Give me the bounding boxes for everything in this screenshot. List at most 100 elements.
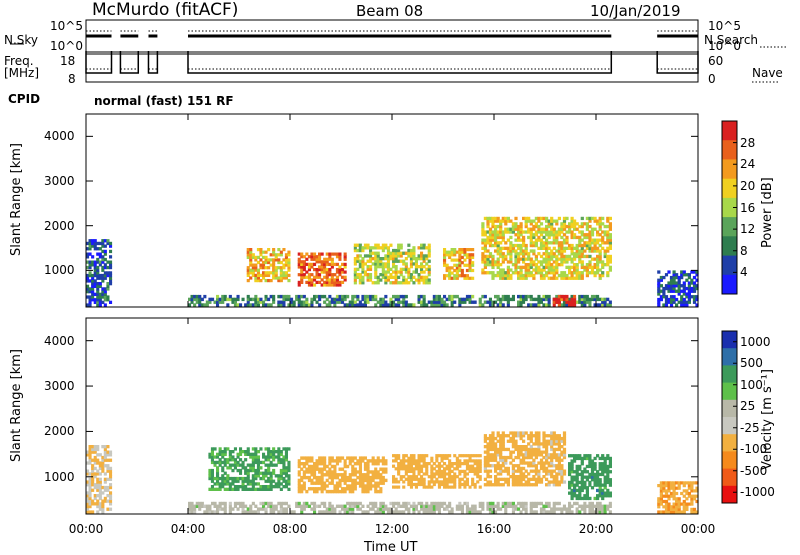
- echo-cell: [685, 505, 689, 509]
- echo-cell: [328, 467, 332, 471]
- echo-cell: [667, 510, 671, 514]
- echo-cell: [236, 463, 240, 467]
- echo-cell: [481, 238, 485, 242]
- echo-cell: [527, 216, 531, 221]
- echo-cell: [491, 260, 495, 264]
- echo-cell: [542, 268, 546, 272]
- echo-cell: [593, 246, 597, 250]
- echo-cell: [580, 233, 584, 237]
- echo-cell: [315, 294, 319, 299]
- echo-cell: [277, 479, 281, 483]
- echo-cell: [249, 248, 253, 252]
- echo-cell: [239, 504, 243, 508]
- echo-cell: [596, 271, 600, 275]
- echo-cell: [397, 246, 401, 250]
- echo-cell: [435, 300, 439, 304]
- echo-cell: [565, 257, 569, 261]
- echo-cell: [443, 469, 447, 473]
- echo-cell: [392, 459, 396, 463]
- echo-cell: [267, 468, 271, 473]
- echo-cell: [499, 436, 503, 441]
- echo-cell: [93, 284, 97, 288]
- echo-cell: [601, 300, 605, 304]
- echo-cell: [269, 463, 273, 467]
- echo-cell: [552, 219, 556, 223]
- echo-cell: [573, 222, 577, 226]
- echo-cell: [241, 504, 245, 508]
- echo-cell: [494, 447, 498, 452]
- echo-cell: [542, 434, 546, 438]
- echo-cell: [287, 273, 291, 277]
- echo-cell: [374, 243, 378, 247]
- echo-cell: [501, 238, 505, 242]
- echo-cell: [417, 246, 421, 250]
- echo-cell: [552, 241, 556, 245]
- echo-cell: [93, 282, 97, 286]
- echo-cell: [323, 473, 327, 477]
- echo-cell: [287, 468, 291, 473]
- echo-cell: [353, 243, 357, 247]
- echo-cell: [195, 294, 199, 299]
- echo-cell: [593, 504, 597, 508]
- echo-cell: [519, 238, 523, 242]
- echo-cell: [669, 284, 674, 288]
- echo-cell: [511, 294, 515, 299]
- echo-cell: [330, 475, 334, 480]
- echo-cell: [333, 467, 337, 471]
- echo-cell: [307, 280, 311, 284]
- echo-cell: [555, 442, 559, 446]
- echo-cell: [315, 257, 319, 261]
- echo-cell: [524, 230, 528, 234]
- echo-cell: [585, 496, 589, 501]
- echo-cell: [590, 470, 595, 474]
- echo-cell: [369, 481, 373, 485]
- echo-cell: [282, 294, 286, 299]
- echo-cell: [606, 467, 610, 471]
- echo-cell: [542, 246, 546, 250]
- echo-cell: [667, 502, 671, 506]
- echo-cell: [384, 265, 388, 269]
- echo-cell: [568, 300, 572, 304]
- echo-cell: [422, 303, 426, 307]
- echo-cell: [501, 431, 505, 435]
- echo-cell: [200, 303, 204, 307]
- echo-cell: [330, 507, 334, 511]
- echo-cell: [422, 459, 426, 463]
- echo-cell: [445, 477, 449, 481]
- echo-cell: [509, 254, 513, 259]
- echo-cell: [351, 467, 355, 471]
- echo-cell: [458, 300, 462, 304]
- colorbars-group: [721, 120, 738, 504]
- echo-cell: [460, 271, 464, 275]
- echo-cell: [251, 455, 255, 459]
- echo-cell: [358, 246, 362, 250]
- echo-cell: [483, 450, 487, 454]
- echo-cell: [494, 235, 498, 240]
- echo-cell: [529, 249, 533, 253]
- echo-cell: [208, 471, 212, 475]
- echo-cell: [557, 501, 561, 506]
- echo-cell: [499, 249, 503, 253]
- echo-cell: [392, 257, 396, 261]
- echo-cell: [690, 486, 694, 490]
- echo-cell: [244, 450, 248, 454]
- echo-cell: [402, 480, 406, 484]
- echo-cell: [590, 501, 594, 506]
- echo-cell: [435, 464, 439, 468]
- echo-cell: [335, 489, 339, 494]
- echo-cell: [568, 483, 572, 487]
- echo-cell: [384, 507, 388, 511]
- echo-cell: [86, 469, 90, 473]
- echo-cell: [254, 455, 258, 459]
- echo-cell: [532, 273, 536, 278]
- echo-cell: [88, 491, 92, 495]
- echo-cell: [358, 475, 362, 480]
- echo-cell: [685, 481, 689, 485]
- echo-cell: [473, 300, 477, 304]
- echo-cell: [221, 297, 225, 302]
- echo-cell: [519, 475, 523, 479]
- echo-cell: [397, 456, 401, 460]
- echo-cell: [562, 453, 567, 457]
- echo-cell: [241, 510, 245, 514]
- echo-cell: [687, 295, 691, 299]
